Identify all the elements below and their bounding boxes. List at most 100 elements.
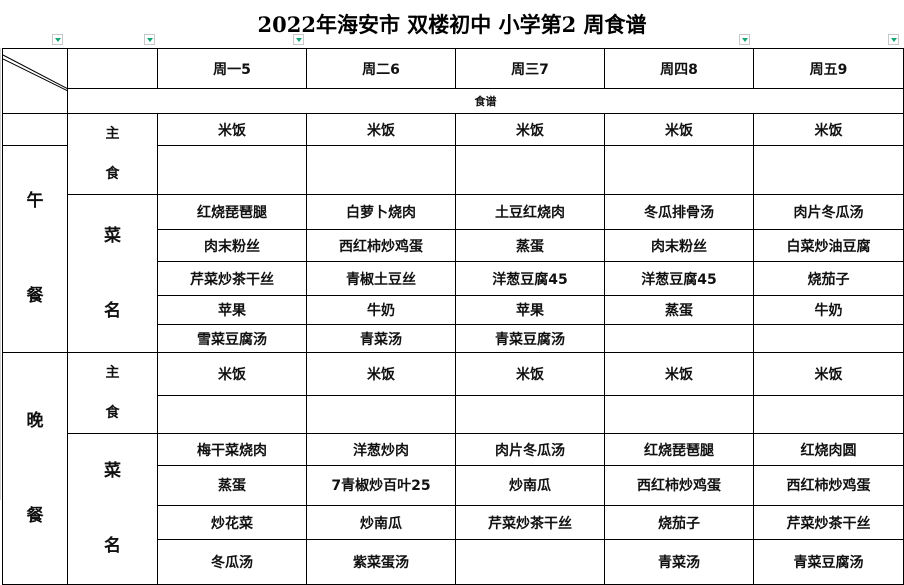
day-header[interactable]: 周四8 bbox=[604, 48, 754, 89]
label-char: 名 bbox=[104, 536, 121, 556]
day-header[interactable]: 周五9 bbox=[753, 48, 904, 89]
dinner-staple-cell[interactable]: 米饭 bbox=[306, 352, 456, 396]
lunch-dish-cell[interactable]: 青菜汤 bbox=[306, 324, 456, 353]
table-row: 菜名梅干菜烧肉 洋葱炒肉 肉片冬瓜汤 红烧琵琶腿 红烧肉圆 bbox=[3, 432, 904, 585]
empty-cell[interactable] bbox=[306, 394, 456, 435]
dinner-dish-cell[interactable]: 梅干菜烧肉 bbox=[157, 432, 307, 467]
dinner-staple-cell[interactable]: 米饭 bbox=[455, 352, 605, 396]
dinner-dish-cell[interactable]: 红烧琵琶腿 bbox=[604, 432, 754, 467]
page-title: 2022年海安市 双楼初中 小学第2 周食谱 bbox=[257, 12, 647, 37]
lunch-staple-cell[interactable]: 米饭 bbox=[604, 113, 754, 146]
table-row: 主食米饭 米饭 米饭 米饭 米饭 bbox=[2, 113, 904, 195]
lunch-dish-cell[interactable]: 蒸蛋 bbox=[455, 229, 605, 262]
label-char: 菜 bbox=[104, 461, 121, 481]
staple-label[interactable]: 主食 bbox=[67, 113, 158, 195]
empty-cell[interactable] bbox=[157, 394, 307, 435]
dinner-dish-cell[interactable]: 炒南瓜 bbox=[306, 504, 456, 541]
dishes-label[interactable]: 菜名 bbox=[67, 433, 158, 585]
lunch-dish-cell[interactable]: 肉末粉丝 bbox=[604, 229, 754, 262]
empty-cell[interactable] bbox=[455, 145, 605, 195]
dinner-dish-cell[interactable]: 肉片冬瓜汤 bbox=[455, 432, 605, 467]
label-char: 午 bbox=[26, 191, 44, 211]
day-header[interactable]: 周二6 bbox=[306, 48, 456, 89]
empty-cell[interactable] bbox=[455, 394, 605, 435]
dinner-dish-cell[interactable]: 青菜豆腐汤 bbox=[753, 539, 904, 585]
table-row: 周一5 周二6 周三7 周四8 周五9 bbox=[2, 48, 904, 114]
lunch-staple-cell[interactable]: 米饭 bbox=[753, 113, 904, 146]
lunch-dish-cell[interactable]: 牛奶 bbox=[306, 295, 456, 325]
label-char: 主 bbox=[105, 126, 120, 142]
dinner-dish-cell[interactable] bbox=[455, 539, 605, 585]
table-row: 菜名红烧琵琶腿 白萝卜烧肉 土豆红烧肉 冬瓜排骨汤 肉片冬瓜汤 bbox=[3, 194, 904, 353]
lunch-dish-cell[interactable]: 西红柿炒鸡蛋 bbox=[306, 229, 456, 262]
lunch-dish-cell[interactable]: 芹菜炒茶干丝 bbox=[157, 261, 307, 296]
empty-cell[interactable] bbox=[157, 145, 307, 195]
dinner-staple-cell[interactable]: 米饭 bbox=[753, 352, 904, 396]
empty-cell[interactable] bbox=[2, 113, 68, 146]
lunch-dish-cell[interactable]: 土豆红烧肉 bbox=[455, 194, 605, 230]
lunch-dish-cell[interactable]: 洋葱豆腐45 bbox=[455, 261, 605, 296]
table-row: 晚餐主食米饭 米饭 米饭 米饭 米饭 bbox=[2, 352, 904, 585]
lunch-dish-cell[interactable]: 烧茄子 bbox=[753, 261, 904, 296]
empty-cell[interactable] bbox=[604, 394, 754, 435]
dinner-staple-cell[interactable]: 米饭 bbox=[157, 352, 307, 396]
menu-table: 周一5 周二6 周三7 周四8 周五9 食谱主食米饭 米饭 米饭 米饭 米饭午餐菜名红烧琵琶腿 白萝… bbox=[2, 48, 904, 585]
filter-dropdown-button[interactable] bbox=[739, 34, 750, 45]
lunch-dish-cell[interactable]: 牛奶 bbox=[753, 295, 904, 325]
dinner-dish-cell[interactable]: 西红柿炒鸡蛋 bbox=[753, 465, 904, 506]
empty-cell[interactable] bbox=[306, 145, 456, 195]
table-row: 食谱 bbox=[3, 88, 904, 114]
dinner-dish-cell[interactable]: 芹菜炒茶干丝 bbox=[455, 504, 605, 541]
dinner-dish-cell[interactable]: 冬瓜汤 bbox=[157, 539, 307, 585]
dishes-label[interactable]: 菜名 bbox=[67, 194, 158, 353]
lunch-dish-cell[interactable]: 肉末粉丝 bbox=[157, 229, 307, 262]
label-char: 食 bbox=[105, 405, 120, 421]
dinner-dish-cell[interactable]: 紫菜蛋汤 bbox=[306, 539, 456, 585]
dinner-dish-cell[interactable]: 蒸蛋 bbox=[157, 465, 307, 506]
lunch-dish-cell[interactable]: 洋葱豆腐45 bbox=[604, 261, 754, 296]
lunch-dish-cell[interactable]: 冬瓜排骨汤 bbox=[604, 194, 754, 230]
dinner-label[interactable]: 晚餐 bbox=[2, 352, 68, 585]
lunch-dish-cell[interactable]: 青椒土豆丝 bbox=[306, 261, 456, 296]
empty-cell[interactable] bbox=[753, 394, 904, 435]
dinner-dish-cell[interactable]: 炒花菜 bbox=[157, 504, 307, 541]
lunch-dish-cell[interactable]: 肉片冬瓜汤 bbox=[753, 194, 904, 230]
label-char: 主 bbox=[105, 365, 120, 381]
lunch-staple-cell[interactable]: 米饭 bbox=[455, 113, 605, 146]
lunch-dish-cell[interactable]: 雪菜豆腐汤 bbox=[157, 324, 307, 353]
lunch-dish-cell[interactable]: 白菜炒油豆腐 bbox=[753, 229, 904, 262]
dinner-dish-cell[interactable]: 洋葱炒肉 bbox=[306, 432, 456, 467]
recipe-header[interactable]: 食谱 bbox=[67, 88, 904, 114]
lunch-dish-cell[interactable]: 红烧琵琶腿 bbox=[157, 194, 307, 230]
lunch-dish-cell[interactable]: 蒸蛋 bbox=[604, 295, 754, 325]
dinner-staple-cell[interactable]: 米饭 bbox=[604, 352, 754, 396]
dinner-dish-cell[interactable]: 烧茄子 bbox=[604, 504, 754, 541]
lunch-dish-cell[interactable]: 白萝卜烧肉 bbox=[306, 194, 456, 230]
diagonal-header-cell[interactable] bbox=[2, 48, 68, 114]
dinner-dish-cell[interactable]: 7青椒炒百叶25 bbox=[306, 465, 456, 506]
day-header[interactable]: 周一5 bbox=[157, 48, 307, 89]
dinner-dish-cell[interactable]: 炒南瓜 bbox=[455, 465, 605, 506]
empty-header-cell[interactable] bbox=[67, 48, 158, 89]
lunch-dish-cell[interactable] bbox=[753, 324, 904, 353]
empty-cell[interactable] bbox=[753, 145, 904, 195]
empty-cell[interactable] bbox=[604, 145, 754, 195]
lunch-staple-cell[interactable]: 米饭 bbox=[306, 113, 456, 146]
day-header[interactable]: 周三7 bbox=[455, 48, 605, 89]
lunch-dish-cell[interactable] bbox=[604, 324, 754, 353]
dinner-dish-cell[interactable]: 红烧肉圆 bbox=[753, 432, 904, 467]
lunch-dish-cell[interactable]: 青菜豆腐汤 bbox=[455, 324, 605, 353]
dinner-dish-cell[interactable]: 芹菜炒茶干丝 bbox=[753, 504, 904, 541]
lunch-staple-cell[interactable]: 米饭 bbox=[157, 113, 307, 146]
filter-dropdown-button[interactable] bbox=[888, 34, 899, 45]
dinner-dish-cell[interactable]: 西红柿炒鸡蛋 bbox=[604, 465, 754, 506]
lunch-label[interactable]: 午餐 bbox=[2, 145, 68, 353]
lunch-dish-cell[interactable]: 苹果 bbox=[157, 295, 307, 325]
staple-label[interactable]: 主食 bbox=[67, 352, 158, 434]
filter-dropdown-button[interactable] bbox=[293, 34, 304, 45]
dinner-dish-cell[interactable]: 青菜汤 bbox=[604, 539, 754, 585]
table-row: 午餐 bbox=[2, 145, 904, 353]
filter-dropdown-button[interactable] bbox=[52, 34, 63, 45]
filter-dropdown-button[interactable] bbox=[144, 34, 155, 45]
lunch-dish-cell[interactable]: 苹果 bbox=[455, 295, 605, 325]
